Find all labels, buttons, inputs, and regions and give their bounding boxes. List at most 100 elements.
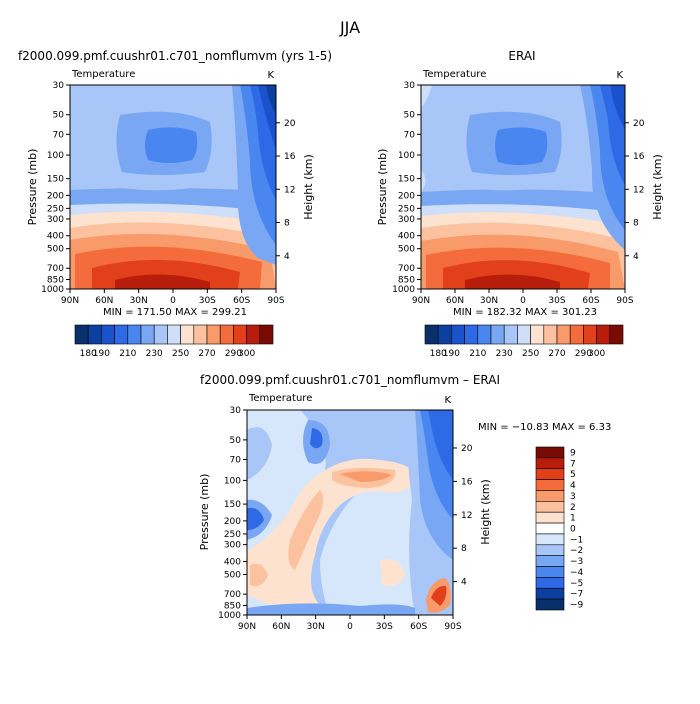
colorbar-label: 290 — [575, 349, 592, 359]
y-tick-label: 50 — [404, 111, 416, 121]
y-tick-label: 500 — [224, 570, 241, 580]
y2-tick-label: 4 — [633, 252, 639, 262]
colorbar-label: −7 — [570, 590, 583, 600]
colorbar-label: −4 — [570, 568, 584, 578]
y-tick-label: 100 — [47, 151, 64, 161]
colorbar-label: 270 — [548, 349, 565, 359]
colorbar-label: 5 — [570, 470, 576, 480]
panel-erai-axes: 305070100150200250300400500700850100090N… — [392, 81, 645, 306]
colorbar-swatch — [101, 324, 115, 345]
colorbar-swatch — [535, 555, 565, 567]
y-tick-label: 400 — [47, 232, 64, 242]
x-tick-label: 30N — [480, 296, 498, 306]
colorbar-label: 230 — [496, 349, 513, 359]
colorbar-label: 9 — [570, 448, 576, 458]
colorbar-swatch — [535, 479, 565, 491]
y2-tick-label: 8 — [461, 544, 467, 554]
colorbar-swatch — [583, 324, 597, 345]
x-tick-label: 90N — [412, 296, 430, 306]
colorbar-swatch — [114, 324, 129, 345]
panel-erai-units: K — [616, 70, 623, 81]
y-tick-label: 100 — [224, 476, 241, 486]
field-band — [247, 458, 420, 611]
y-tick-label: 1000 — [41, 285, 64, 295]
colorbar-label: 270 — [198, 349, 215, 359]
x-tick-label: 60S — [582, 296, 599, 306]
panel-erai-field — [421, 85, 625, 289]
colorbar-label: 3 — [570, 492, 576, 502]
colorbar-label: 230 — [146, 349, 163, 359]
colorbar-label: 300 — [238, 349, 255, 359]
panel-diff-units: K — [444, 395, 451, 406]
x-tick-label: 60N — [446, 296, 464, 306]
y-tick-label: 700 — [398, 264, 415, 274]
y2-axis-label: Height (km) — [479, 479, 492, 545]
y2-tick-label: 20 — [284, 119, 296, 129]
colorbar-label: 250 — [522, 349, 539, 359]
field-band — [431, 585, 447, 606]
y2-tick-label: 16 — [633, 152, 645, 162]
x-tick-label: 90S — [616, 296, 633, 306]
colorbar-swatch — [437, 324, 452, 345]
colorbar-swatch — [535, 544, 565, 556]
field-band — [495, 127, 548, 165]
field-band — [266, 85, 276, 115]
figure-title: JJA — [339, 18, 360, 37]
colorbar-swatch — [477, 324, 492, 345]
panel-model-variable: Temperature — [71, 69, 135, 80]
x-tick-label: 30N — [130, 296, 148, 306]
colorbar-label: −2 — [570, 546, 583, 556]
y-tick-label: 1000 — [392, 285, 415, 295]
colorbar-label: 180 — [430, 349, 447, 359]
y-tick-label: 850 — [224, 601, 241, 611]
x-tick-label: 90S — [267, 296, 284, 306]
colorbar-swatch — [535, 598, 565, 611]
field-band — [250, 563, 268, 587]
y2-tick-label: 16 — [284, 152, 296, 162]
y-tick-label: 50 — [53, 111, 65, 121]
colorbar-label: 180 — [80, 349, 97, 359]
y-tick-label: 500 — [47, 245, 64, 255]
y-tick-label: 30 — [230, 406, 242, 416]
panel-diff-axes: 305070100150200250300400500700850100090N… — [218, 406, 473, 632]
panel-model-stats: MIN = 171.50 MAX = 299.21 — [103, 307, 247, 318]
colorbar-swatch — [464, 324, 479, 345]
panel-diff-variable: Temperature — [248, 393, 312, 404]
y-tick-label: 50 — [230, 436, 242, 446]
panel-model-title: f2000.099.pmf.cuushr01.c701_nomflumvm (y… — [18, 49, 332, 63]
colorbar-swatch — [193, 324, 208, 345]
y-tick-label: 700 — [224, 590, 241, 600]
x-tick-label: 30N — [307, 622, 325, 632]
colorbar-swatch — [535, 501, 565, 513]
colorbar-swatch — [259, 324, 274, 345]
colorbar-label: 210 — [119, 349, 136, 359]
colorbar-swatch — [233, 324, 247, 345]
colorbar-swatch — [530, 324, 545, 345]
colorbar-label: −3 — [570, 557, 583, 567]
colorbar-swatch — [535, 490, 565, 502]
x-tick-label: 60S — [233, 296, 250, 306]
y-tick-label: 100 — [398, 151, 415, 161]
panel-diff: f2000.099.pmf.cuushr01.c701_nomflumvm – … — [198, 373, 611, 632]
y-tick-label: 70 — [53, 130, 65, 140]
colorbar-swatch — [535, 468, 565, 480]
field-band — [421, 170, 426, 192]
panel-model-axes: 305070100150200250300400500700850100090N… — [41, 81, 296, 306]
colorbar-swatch — [206, 324, 221, 345]
x-tick-label: 0 — [347, 622, 353, 632]
y-axis-label: Pressure (mb) — [198, 474, 211, 551]
panel-erai-variable: Temperature — [422, 69, 486, 80]
y2-tick-label: 20 — [633, 119, 645, 129]
x-tick-label: 30S — [376, 622, 393, 632]
y-tick-label: 400 — [398, 232, 415, 242]
colorbar-swatch — [535, 587, 565, 600]
colorbar-swatch — [451, 324, 465, 345]
colorbar-label: 210 — [469, 349, 486, 359]
y-tick-label: 250 — [398, 204, 415, 214]
y2-axis-label: Height (km) — [651, 154, 664, 220]
field-band — [310, 428, 323, 449]
colorbar-swatch — [543, 324, 558, 345]
